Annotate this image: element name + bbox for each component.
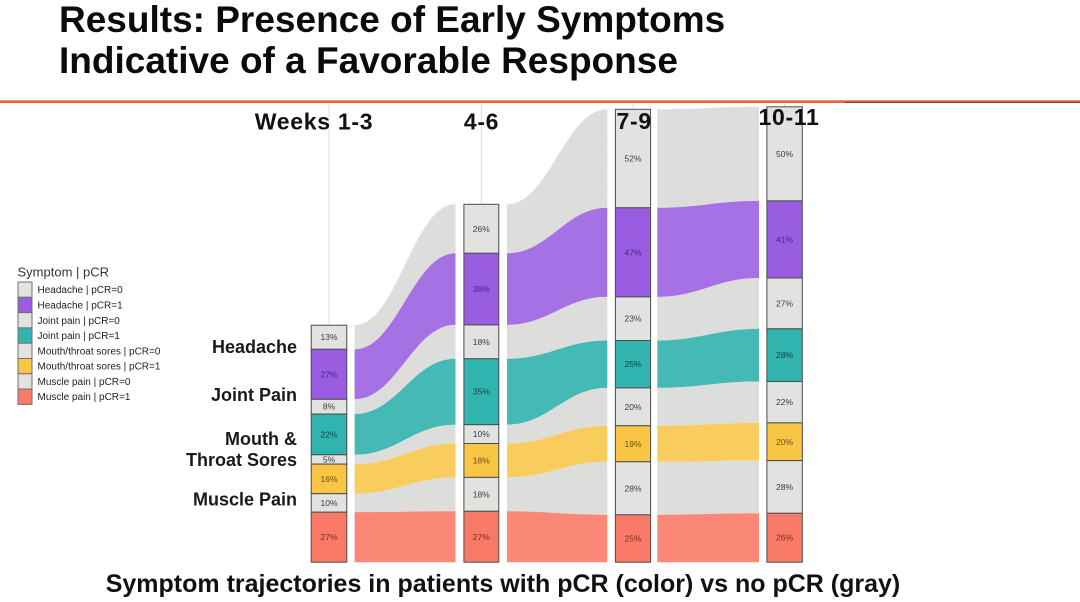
svg-text:28%: 28% bbox=[776, 482, 793, 492]
svg-text:Headache | pCR=0: Headache | pCR=0 bbox=[38, 285, 124, 296]
svg-text:Symptom | pCR: Symptom | pCR bbox=[18, 265, 110, 280]
svg-text:Joint pain | pCR=1: Joint pain | pCR=1 bbox=[38, 331, 121, 342]
svg-text:18%: 18% bbox=[473, 337, 490, 347]
svg-text:Muscle Pain: Muscle Pain bbox=[193, 489, 297, 509]
svg-text:Throat Sores: Throat Sores bbox=[186, 450, 297, 470]
svg-text:7-9: 7-9 bbox=[617, 108, 652, 134]
svg-text:19%: 19% bbox=[624, 439, 641, 449]
svg-text:50%: 50% bbox=[776, 149, 793, 159]
svg-text:4-6: 4-6 bbox=[464, 109, 499, 135]
svg-text:18%: 18% bbox=[473, 489, 490, 499]
svg-text:28%: 28% bbox=[776, 350, 793, 360]
svg-text:41%: 41% bbox=[776, 235, 793, 245]
svg-text:Mouth/throat sores | pCR=0: Mouth/throat sores | pCR=0 bbox=[38, 346, 161, 357]
svg-text:Mouth &: Mouth & bbox=[225, 429, 297, 449]
svg-text:23%: 23% bbox=[624, 314, 641, 324]
svg-text:35%: 35% bbox=[473, 387, 490, 397]
svg-text:27%: 27% bbox=[320, 532, 337, 542]
svg-text:22%: 22% bbox=[320, 429, 337, 439]
svg-text:Joint pain | pCR=0: Joint pain | pCR=0 bbox=[38, 316, 121, 327]
svg-text:10%: 10% bbox=[473, 429, 490, 439]
svg-text:28%: 28% bbox=[624, 483, 641, 493]
svg-text:Weeks 1-3: Weeks 1-3 bbox=[255, 109, 373, 135]
svg-text:10-11: 10-11 bbox=[758, 104, 819, 130]
svg-text:47%: 47% bbox=[624, 247, 641, 257]
svg-text:Muscle pain | pCR=0: Muscle pain | pCR=0 bbox=[38, 377, 131, 388]
svg-text:10%: 10% bbox=[320, 498, 337, 508]
svg-text:22%: 22% bbox=[776, 397, 793, 407]
svg-text:52%: 52% bbox=[624, 154, 641, 164]
svg-text:27%: 27% bbox=[473, 532, 490, 542]
svg-text:8%: 8% bbox=[323, 402, 336, 412]
svg-text:38%: 38% bbox=[473, 284, 490, 294]
svg-text:20%: 20% bbox=[776, 437, 793, 447]
svg-text:16%: 16% bbox=[320, 474, 337, 484]
svg-text:Mouth/throat sores | pCR=1: Mouth/throat sores | pCR=1 bbox=[38, 362, 161, 373]
svg-text:Headache | pCR=1: Headache | pCR=1 bbox=[38, 300, 124, 311]
svg-text:Symptom trajectories in patien: Symptom trajectories in patients with pC… bbox=[106, 570, 901, 598]
svg-text:Headache: Headache bbox=[212, 337, 297, 357]
svg-text:18%: 18% bbox=[473, 456, 490, 466]
svg-text:25%: 25% bbox=[624, 359, 641, 369]
svg-text:Muscle pain | pCR=1: Muscle pain | pCR=1 bbox=[38, 392, 131, 403]
svg-text:26%: 26% bbox=[776, 533, 793, 543]
svg-text:5%: 5% bbox=[323, 454, 336, 464]
svg-text:27%: 27% bbox=[776, 299, 793, 309]
svg-text:25%: 25% bbox=[624, 534, 641, 544]
svg-text:13%: 13% bbox=[320, 332, 337, 342]
svg-text:27%: 27% bbox=[320, 369, 337, 379]
svg-text:Joint Pain: Joint Pain bbox=[211, 385, 297, 405]
svg-text:26%: 26% bbox=[473, 224, 490, 234]
svg-text:20%: 20% bbox=[624, 402, 641, 412]
